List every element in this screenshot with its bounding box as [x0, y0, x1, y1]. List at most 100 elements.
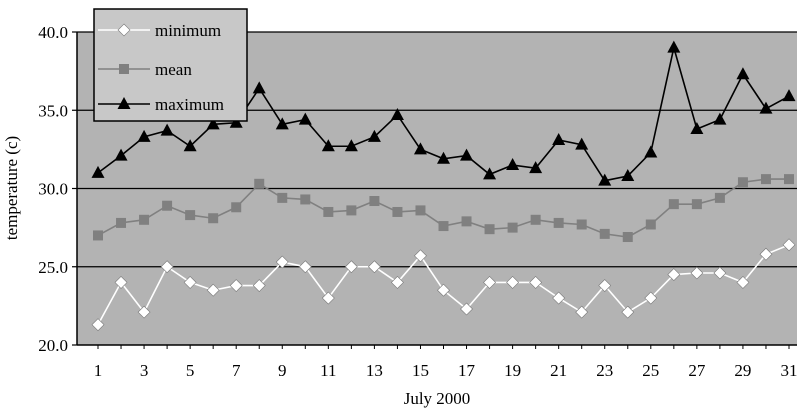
data-point-maximum [390, 107, 404, 120]
data-point-maximum [183, 139, 197, 152]
data-point-maximum [621, 168, 635, 181]
data-point-minimum [137, 305, 151, 319]
data-point-maximum [483, 167, 497, 180]
data-point-mean [461, 216, 472, 227]
data-point-minimum [575, 305, 589, 319]
y-tick-label: 25.0 [38, 258, 68, 277]
data-point-minimum [275, 255, 289, 269]
data-point-minimum [391, 275, 404, 289]
data-point-mean [737, 177, 748, 188]
data-point-mean [254, 178, 265, 189]
data-point-mean [300, 194, 311, 205]
data-point-mean [553, 217, 564, 228]
x-tick-label: 17 [458, 361, 476, 380]
data-point-mean [185, 210, 196, 221]
data-point-mean [714, 192, 725, 203]
legend-label: mean [155, 60, 192, 79]
data-point-maximum [114, 148, 128, 161]
data-point-minimum [414, 249, 427, 263]
data-point-maximum [298, 112, 312, 125]
data-point-minimum [437, 283, 450, 297]
data-point-maximum [690, 122, 704, 135]
data-point-mean [116, 217, 127, 228]
data-point-minimum [598, 279, 612, 292]
data-point-mean [346, 205, 357, 216]
data-point-minimum [644, 291, 658, 305]
x-tick-label: 11 [320, 361, 336, 380]
data-point-maximum [667, 40, 681, 53]
x-tick-label: 31 [781, 361, 798, 380]
data-point-maximum [321, 139, 335, 152]
data-point-mean [576, 219, 587, 230]
data-point-minimum [621, 305, 635, 319]
data-point-maximum [252, 81, 266, 94]
legend-label: minimum [155, 21, 221, 40]
data-point-minimum [344, 260, 358, 274]
data-point-mean [784, 174, 794, 185]
data-point-mean [691, 199, 702, 210]
data-point-maximum [575, 137, 589, 150]
series-minimum [91, 238, 796, 332]
data-point-maximum [598, 173, 612, 186]
data-point-minimum [782, 238, 796, 252]
data-point-maximum [736, 67, 750, 80]
data-point-maximum [413, 142, 427, 155]
x-axis-title: July 2000 [404, 389, 471, 408]
data-point-minimum [529, 275, 543, 289]
data-point-minimum [229, 279, 243, 292]
data-point-maximum [206, 117, 220, 130]
data-point-minimum [690, 266, 704, 280]
data-point-minimum [667, 268, 681, 281]
x-tick-label: 19 [504, 361, 521, 380]
y-axis-title: temperature (c) [2, 136, 21, 240]
x-tick-label: 15 [412, 361, 429, 380]
data-point-minimum [183, 275, 197, 289]
y-tick-label: 35.0 [38, 101, 68, 120]
data-point-minimum [160, 260, 174, 274]
data-point-maximum [367, 129, 381, 142]
data-point-maximum [460, 148, 474, 161]
data-point-maximum [437, 151, 450, 164]
legend-label: maximum [155, 95, 224, 114]
x-tick-label: 9 [278, 361, 287, 380]
data-point-maximum [229, 115, 243, 128]
data-point-maximum [644, 145, 658, 158]
x-tick-label: 7 [232, 361, 241, 380]
x-tick-label: 13 [366, 361, 383, 380]
y-tick-label: 40.0 [38, 23, 68, 42]
data-point-maximum [275, 117, 289, 130]
data-point-minimum [91, 318, 105, 332]
data-point-maximum [529, 161, 543, 174]
data-point-mean [392, 206, 403, 217]
data-point-mean [208, 213, 219, 224]
data-point-maximum [759, 101, 773, 114]
legend-item-mean: mean [98, 60, 192, 79]
data-point-maximum [344, 139, 358, 152]
data-point-minimum [736, 275, 750, 289]
x-tick-label: 25 [642, 361, 659, 380]
data-point-minimum [713, 266, 727, 280]
x-tick-label: 27 [688, 361, 706, 380]
data-point-mean [438, 221, 449, 232]
legend: minimum mean maximum [93, 8, 248, 122]
data-point-maximum [552, 132, 566, 145]
data-point-mean [668, 199, 679, 210]
data-point-minimum [483, 275, 496, 289]
data-point-maximum [782, 89, 796, 102]
data-point-minimum [321, 291, 335, 305]
data-point-minimum [367, 260, 381, 274]
data-point-minimum [298, 260, 312, 274]
x-tick-label: 1 [94, 361, 103, 380]
x-tick-label: 3 [140, 361, 149, 380]
x-tick-label: 23 [596, 361, 613, 380]
data-point-mean [599, 228, 610, 239]
data-point-maximum [506, 158, 520, 171]
data-point-mean [369, 196, 380, 207]
data-point-mean [760, 174, 771, 185]
series-maximum [91, 40, 796, 186]
data-point-mean [323, 206, 334, 217]
data-point-mean [530, 214, 541, 225]
data-point-mean [277, 192, 288, 203]
x-tick-label: 5 [186, 361, 195, 380]
